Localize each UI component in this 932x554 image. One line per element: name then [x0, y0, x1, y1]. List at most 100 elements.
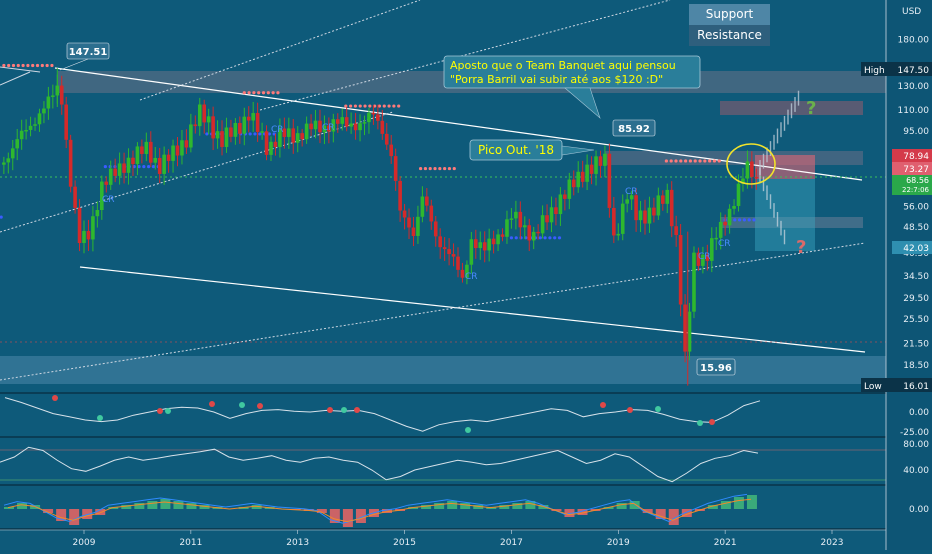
- candle-body: [709, 238, 714, 261]
- candle-body: [433, 221, 438, 237]
- candle-body: [402, 210, 407, 218]
- resistance-dot: [45, 63, 49, 68]
- high-badge: [861, 62, 932, 76]
- candle-body: [558, 194, 563, 215]
- candle-body: [24, 129, 28, 132]
- macd-bar: [447, 501, 458, 509]
- candle-body: [318, 120, 322, 133]
- candle-body: [304, 123, 309, 140]
- candle-body: [73, 186, 77, 208]
- candle-body: [68, 139, 73, 187]
- candle-body: [741, 178, 745, 184]
- resistance-dot: [247, 91, 251, 95]
- resistance-dot: [242, 91, 246, 95]
- year-tick-4: 2017: [500, 538, 523, 548]
- candle-body: [509, 218, 514, 220]
- time-axis[interactable]: 2009 2011 2013 2015 2017 2019 2021 2023: [0, 529, 886, 548]
- support-dot: [548, 236, 552, 240]
- candle-body: [652, 207, 656, 216]
- price-tick-3: 110.00: [898, 106, 930, 116]
- candle-body: [482, 242, 487, 251]
- price-badge-3-countdown: 22:7:06: [902, 186, 930, 194]
- candle-body: [224, 127, 229, 147]
- candle-body: [705, 254, 710, 261]
- peak-2008-label: 147.51: [69, 47, 108, 58]
- descending-support-line: [79, 266, 866, 353]
- oscillator-marker: [600, 402, 606, 408]
- candle-body: [77, 207, 82, 243]
- support-dot: [538, 236, 542, 240]
- resistance-dot: [443, 166, 447, 171]
- candle-body: [180, 140, 184, 156]
- candle-body: [594, 156, 598, 174]
- candle-body: [718, 221, 723, 238]
- dotted-channel-line-2: [0, 242, 866, 381]
- candle-body: [157, 157, 162, 174]
- support-button[interactable]: Support: [689, 4, 770, 25]
- candle-body: [108, 168, 113, 185]
- macd-bar: [629, 501, 640, 509]
- support-dot: [151, 165, 156, 169]
- macd-bar: [577, 509, 588, 515]
- candle-body: [184, 140, 189, 148]
- candle-body: [563, 194, 567, 199]
- resistance-button[interactable]: Resistance: [689, 25, 770, 46]
- macd-bar: [603, 507, 614, 509]
- macd-bar: [655, 509, 666, 519]
- candle-body: [282, 128, 287, 137]
- oscillator-marker: [257, 403, 263, 409]
- macd-bar: [134, 503, 145, 509]
- candle-body: [100, 181, 104, 211]
- candle-body: [233, 122, 238, 137]
- highlight-circle: [726, 143, 776, 185]
- year-tick-6: 2021: [714, 538, 737, 548]
- year-tick-2: 2013: [286, 538, 309, 548]
- candle-body: [496, 234, 500, 245]
- candle-body: [117, 163, 122, 176]
- candle-body: [460, 269, 465, 278]
- support-dot: [752, 218, 756, 222]
- dotted-channel-line-4: [259, 0, 671, 111]
- candle-body: [291, 128, 296, 143]
- resistance-dot: [377, 104, 382, 108]
- resistance-dot: [271, 91, 275, 95]
- resistance-dot: [387, 104, 391, 108]
- price-badge-3-value: 68.56: [906, 176, 929, 185]
- candle-body: [571, 179, 576, 188]
- candle-body: [701, 254, 705, 266]
- macd-bar: [82, 509, 93, 519]
- candle-body: [678, 234, 683, 305]
- candle-body: [131, 157, 135, 165]
- candle-body: [500, 234, 505, 237]
- candle-body: [487, 238, 491, 251]
- candle-body: [6, 158, 11, 163]
- oscillator-marker: [697, 420, 703, 426]
- price-tick-0: 180.00: [898, 35, 930, 45]
- macd-bar: [95, 509, 106, 515]
- resistance-dot: [40, 63, 44, 68]
- support-dot: [742, 218, 746, 222]
- candle-body: [59, 85, 64, 105]
- price-badge-1-value: 78.94: [903, 152, 929, 162]
- candle-body: [242, 116, 247, 134]
- resistance-dot: [252, 91, 256, 95]
- resistance-dot: [664, 159, 668, 163]
- macd-bar: [69, 509, 80, 525]
- candle-body: [349, 123, 353, 127]
- candle-body: [238, 122, 242, 134]
- high-badge-value: 147.50: [898, 66, 930, 76]
- candle-body: [598, 156, 603, 166]
- price-badge-3: [892, 175, 932, 195]
- macd-bar: [564, 509, 575, 517]
- candle-body: [469, 239, 474, 265]
- support-dot: [103, 165, 107, 169]
- candle-body: [91, 216, 95, 240]
- rsi-pane: [0, 446, 759, 483]
- support-dot: [737, 218, 742, 222]
- macd-bar: [238, 507, 249, 509]
- macd-bar: [186, 503, 197, 509]
- price-axis[interactable]: USD 180.00150.00130.00110.0095.0080.0068…: [885, 0, 932, 550]
- macd-bar: [421, 505, 432, 509]
